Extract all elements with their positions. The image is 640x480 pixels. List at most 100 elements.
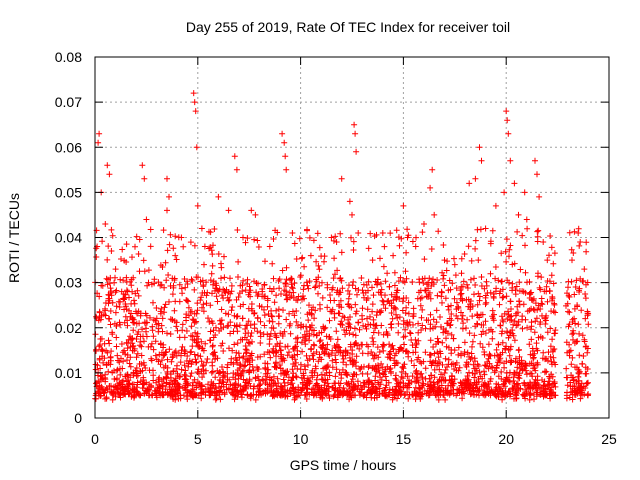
data-point-marker	[433, 307, 440, 314]
data-point-marker	[301, 263, 308, 270]
data-point-marker	[288, 281, 295, 288]
data-point-marker	[485, 341, 492, 348]
data-point-marker	[453, 299, 460, 306]
data-point-marker	[430, 276, 436, 283]
data-point-marker	[289, 366, 296, 373]
data-point-marker	[372, 384, 379, 391]
data-point-marker	[396, 242, 403, 249]
data-point-marker	[542, 321, 549, 327]
data-point-marker	[247, 293, 254, 300]
data-point-marker	[410, 321, 416, 328]
data-point-marker	[262, 258, 268, 265]
data-point-marker	[427, 382, 434, 389]
data-point-marker	[397, 274, 404, 281]
data-point-marker	[203, 292, 210, 299]
data-point-marker	[529, 345, 536, 352]
data-point-marker	[471, 291, 477, 298]
data-point-marker	[195, 342, 202, 349]
data-point-marker	[489, 227, 496, 234]
data-point-marker	[259, 376, 266, 383]
data-point-marker	[402, 391, 409, 398]
data-point-marker	[217, 387, 224, 394]
data-point-marker	[465, 376, 472, 383]
data-point-marker	[544, 257, 551, 264]
data-point-marker	[582, 315, 589, 322]
data-point-marker	[368, 349, 375, 355]
data-point-marker	[313, 392, 320, 399]
data-point-marker	[250, 367, 257, 374]
data-point-marker	[216, 286, 223, 293]
data-point-marker	[107, 308, 114, 314]
data-point-marker	[371, 233, 378, 240]
data-point-marker	[254, 364, 260, 371]
data-point-marker	[451, 366, 457, 372]
data-point-marker	[162, 363, 169, 369]
data-point-marker	[329, 284, 336, 291]
data-point-marker	[367, 230, 374, 237]
data-point-marker	[234, 359, 240, 366]
data-point-marker	[442, 396, 449, 403]
data-point-marker	[127, 363, 134, 370]
data-point-marker	[412, 243, 419, 250]
data-point-marker	[444, 364, 450, 370]
data-point-marker	[200, 282, 207, 288]
data-point-marker	[365, 362, 372, 369]
data-point-marker	[445, 303, 452, 310]
data-point-marker	[547, 390, 554, 397]
data-point-marker	[107, 290, 114, 296]
data-point-marker	[580, 353, 587, 359]
data-point-marker	[130, 274, 137, 281]
data-point-marker	[133, 354, 140, 361]
data-point-marker	[295, 392, 302, 399]
data-point-marker	[236, 354, 243, 361]
data-point-marker	[532, 376, 539, 383]
data-point-marker	[395, 329, 402, 336]
data-point-marker	[145, 279, 152, 286]
data-point-marker	[337, 275, 344, 281]
data-point-marker	[109, 369, 116, 376]
data-point-marker	[346, 291, 353, 298]
data-point-marker	[216, 380, 223, 387]
data-point-marker	[438, 293, 445, 300]
data-point-marker	[379, 230, 386, 236]
data-point-marker	[426, 289, 433, 296]
data-point-marker	[237, 383, 244, 389]
data-point-marker	[164, 330, 170, 337]
data-point-marker	[512, 358, 519, 365]
data-point-marker	[352, 301, 359, 308]
data-point-marker	[160, 341, 167, 348]
data-point-marker	[476, 314, 483, 321]
data-point-marker	[492, 264, 499, 270]
data-point-marker	[356, 365, 363, 372]
data-point-marker	[400, 278, 406, 285]
data-point-marker	[340, 359, 347, 366]
data-point-marker	[526, 396, 533, 403]
data-point-marker	[141, 338, 147, 345]
data-point-marker	[166, 298, 172, 305]
data-point-marker	[277, 347, 284, 353]
data-point-marker	[257, 381, 264, 388]
data-point-marker	[234, 340, 241, 347]
data-point-marker	[251, 325, 258, 332]
data-point-marker	[576, 330, 583, 337]
data-point-marker	[573, 277, 580, 284]
data-point-marker	[391, 282, 398, 289]
data-point-marker	[283, 316, 290, 323]
data-point-marker	[523, 216, 530, 223]
data-point-marker	[281, 287, 288, 294]
data-point-marker	[244, 380, 250, 387]
data-point-marker	[405, 395, 412, 402]
data-point-marker	[172, 393, 179, 400]
data-point-marker	[316, 338, 323, 345]
data-point-marker	[191, 99, 198, 106]
data-point-marker	[227, 275, 233, 282]
data-point-marker	[392, 372, 399, 379]
data-point-marker	[516, 346, 522, 353]
data-point-marker	[254, 354, 261, 361]
data-point-marker	[338, 304, 345, 311]
data-point-marker	[184, 396, 191, 403]
data-point-marker	[376, 385, 383, 392]
data-point-marker	[277, 383, 284, 390]
data-point-marker	[547, 233, 554, 239]
